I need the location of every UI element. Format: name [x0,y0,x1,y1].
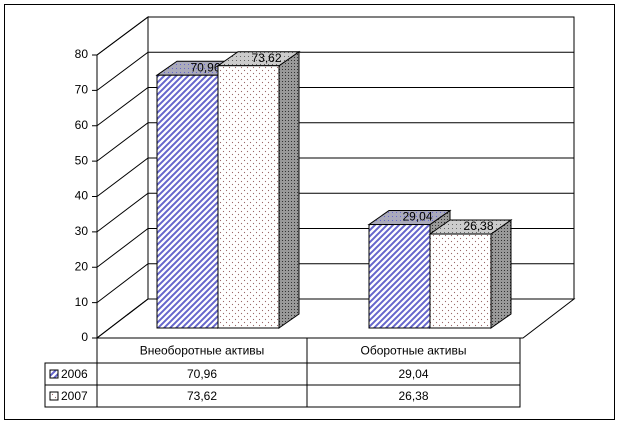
legend-key [49,391,59,401]
y-tick-label: 60 [75,118,89,132]
grid-line [96,51,574,91]
bar [216,50,301,329]
grid: 0 10 20 30 40 50 60 70 80 [75,16,574,344]
bar-front [429,233,492,329]
bars: 70,96 73,62 29,04 26,38 [155,50,513,329]
y-tick-label: 40 [75,189,89,203]
table-value: 29,04 [398,367,428,381]
value-label: 70,96 [190,60,220,74]
data-table: Внеоборотные активы 70,96 73,62 Оборотные а… [44,337,521,408]
y-tick-label: 70 [75,83,89,97]
legend-label: 2006 [61,367,88,381]
bar-side [278,50,300,329]
grid-line [96,157,574,197]
bar-front [368,224,431,329]
grid-line [96,87,574,127]
legend-label: 2007 [61,389,88,403]
y-tick-label: 10 [75,295,89,309]
table-value: 73,62 [187,389,217,403]
table-value: 70,96 [187,367,217,381]
value-label: 29,04 [402,210,432,224]
grid-line [96,192,574,233]
bar-front [217,65,280,329]
y-tick-label: 0 [81,330,88,344]
grid-line [96,16,574,56]
y-tick-label: 30 [75,224,89,238]
grid-line [96,122,574,162]
y-tick-label: 20 [75,259,89,273]
table-value: 26,38 [398,389,428,403]
y-tick-label: 50 [75,153,89,167]
value-label: 26,38 [463,219,493,233]
bar-front [156,74,219,329]
category-label: Внеоборотные активы [140,344,265,358]
category-label: Оборотные активы [361,344,467,358]
y-tick-label: 80 [75,47,89,61]
bar [428,219,513,329]
legend-key [49,369,59,379]
bar-side [490,219,512,329]
value-label: 73,62 [251,51,281,65]
